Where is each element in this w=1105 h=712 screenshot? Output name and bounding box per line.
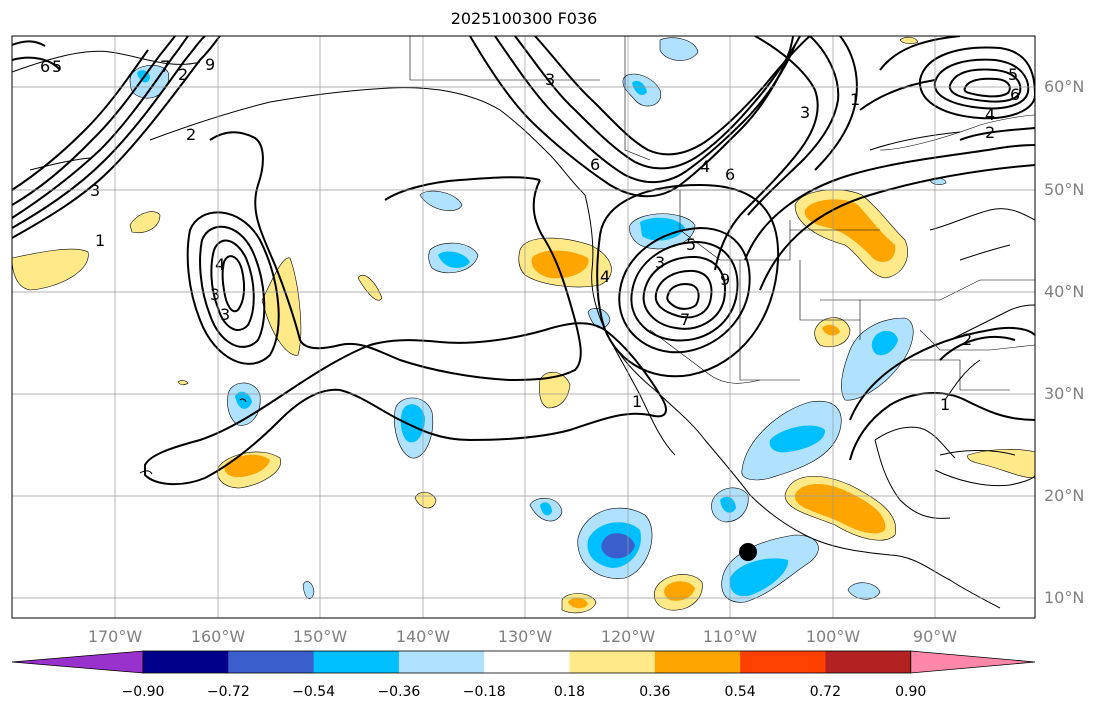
lat-label: 20°N	[1044, 486, 1085, 505]
colorbar-tick-label: 0.36	[639, 684, 671, 700]
coastlines	[12, 50, 1035, 609]
gridlines	[12, 36, 1035, 618]
contour-label: 9	[720, 270, 730, 289]
contour-lines	[12, 36, 1035, 486]
colorbar-tick-label: −0.72	[206, 684, 250, 700]
lon-label: 90°W	[912, 627, 958, 646]
contour-label: 2	[178, 65, 188, 84]
colorbar	[11, 650, 1036, 674]
colorbar-segment	[484, 651, 570, 673]
lat-label: 40°N	[1044, 282, 1085, 301]
contour-label: 7	[160, 57, 170, 76]
colorbar-segment	[740, 651, 826, 673]
colorbar-segment	[825, 651, 912, 673]
contour-label: 1	[95, 231, 105, 250]
contour-label: 2	[985, 123, 995, 142]
contour-label: 1	[940, 395, 950, 414]
lon-label: 170°W	[87, 627, 143, 646]
contour-label: 5	[52, 57, 62, 76]
map-frame	[11, 35, 1036, 619]
contour-label: 4	[215, 255, 225, 274]
contour-label: 2	[962, 330, 972, 349]
colorbar-outline	[142, 650, 912, 674]
contour-label: 4	[600, 267, 610, 286]
lat-label: 60°N	[1044, 77, 1085, 96]
colorbar-segment	[654, 651, 741, 673]
lon-label: 110°W	[702, 627, 758, 646]
colorbar-tick-label: −0.36	[377, 684, 421, 700]
colorbar-tick-label: 0.18	[553, 684, 586, 700]
lat-label: 50°N	[1044, 180, 1085, 199]
lon-label: 130°W	[497, 627, 553, 646]
contour-label: 3	[210, 285, 220, 304]
lat-label: 30°N	[1044, 384, 1085, 403]
lon-label: 160°W	[190, 627, 246, 646]
contour-label: 1	[632, 392, 642, 411]
colorbar-segment	[569, 651, 656, 673]
map-title: 2025100300 F036	[450, 9, 598, 28]
contour-label: 6	[1010, 85, 1020, 104]
lon-label: 140°W	[395, 627, 451, 646]
contour-label: 3	[655, 253, 665, 272]
lon-label: 100°W	[805, 627, 861, 646]
contour-label: 2	[186, 125, 196, 144]
contour-label: 9	[205, 55, 215, 74]
colorbar-tick-label: 0.54	[724, 684, 756, 700]
contour-label: 3	[220, 305, 230, 324]
colorbar-tick-label: 0.90	[895, 684, 927, 700]
lat-label: 10°N	[1044, 588, 1085, 607]
colorbar-tick-label: −0.90	[121, 684, 165, 700]
storm-marker	[739, 543, 757, 561]
colorbar-tick-label: 0.72	[809, 684, 841, 700]
contour-label: 4	[700, 157, 710, 176]
lon-label: 150°W	[292, 627, 348, 646]
contour-label: 4	[985, 105, 995, 124]
colorbar-extend-low	[11, 650, 144, 674]
contour-label: 3	[545, 70, 555, 89]
lon-label: 120°W	[600, 627, 656, 646]
colorbar-segment	[313, 651, 400, 673]
contour-label: 5	[686, 235, 696, 254]
anomaly-shading	[12, 36, 1035, 614]
contour-label: 6	[590, 155, 600, 174]
colorbar-segment	[398, 651, 485, 673]
contour-label: 7	[680, 310, 690, 329]
colorbar-segment	[228, 651, 315, 673]
contour-label: 5	[1008, 65, 1018, 84]
colorbar-tick-label: −0.18	[462, 684, 506, 700]
contour-label: 3	[90, 181, 100, 200]
contour-label: 1	[850, 90, 860, 109]
contour-label: 6	[40, 57, 50, 76]
colorbar-segment	[143, 651, 229, 673]
contour-label: 3	[800, 103, 810, 122]
colorbar-tick-label: −0.54	[292, 684, 336, 700]
colorbar-extend-high	[910, 650, 1036, 674]
